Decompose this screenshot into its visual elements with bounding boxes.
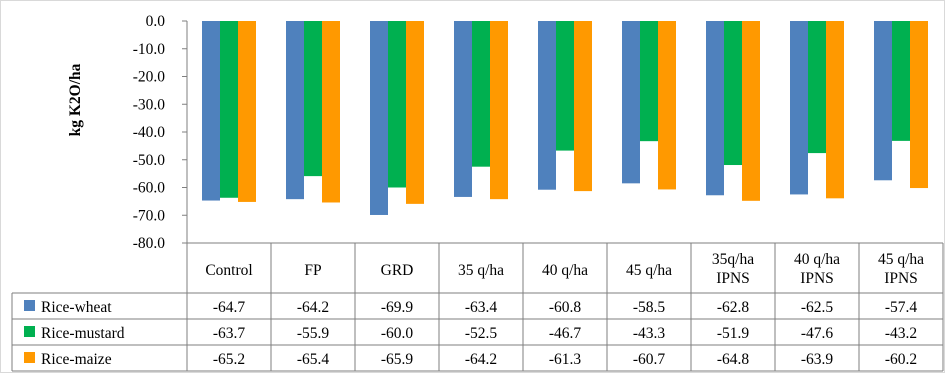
bar-rice-wheat-3 bbox=[454, 21, 472, 197]
table-cell-value: -63.4 bbox=[465, 299, 498, 316]
category-label: IPNS bbox=[800, 270, 834, 287]
bar-rice-mustard-5 bbox=[640, 21, 658, 142]
table-cell-value: -65.9 bbox=[381, 351, 414, 368]
bar-rice-wheat-2 bbox=[370, 21, 388, 215]
category-label: FP bbox=[304, 262, 321, 279]
category-label: 45 q/ha bbox=[626, 262, 672, 279]
category-label: IPNS bbox=[884, 270, 918, 287]
bar-rice-wheat-6 bbox=[706, 21, 724, 196]
table-cell-value: -47.6 bbox=[801, 325, 834, 342]
category-label: 40 q/ha bbox=[542, 262, 588, 279]
data-table: Rice-wheat -64.7 -64.2 -69.9 -63.4 -60.8 -58.5… bbox=[24, 299, 917, 368]
table-cell-value: -65.4 bbox=[297, 351, 330, 368]
bar-rice-maize-2 bbox=[406, 21, 424, 204]
legend-key-rice-wheat bbox=[24, 300, 35, 311]
table-cell-value: -55.9 bbox=[297, 325, 330, 342]
table-cell-value: -61.3 bbox=[549, 351, 582, 368]
table-cell-value: -43.2 bbox=[885, 325, 917, 342]
data-table-grid bbox=[11, 242, 944, 372]
bar-rice-mustard-7 bbox=[808, 21, 826, 154]
table-cell-value: -63.7 bbox=[213, 325, 246, 342]
category-label: Control bbox=[205, 262, 252, 279]
table-cell-value: -64.2 bbox=[297, 299, 329, 316]
bar-rice-wheat-1 bbox=[286, 21, 304, 200]
bar-rice-maize-6 bbox=[742, 21, 760, 201]
table-cell-value: -64.7 bbox=[213, 299, 246, 316]
bar-rice-maize-1 bbox=[322, 21, 340, 203]
table-cell-value: -57.4 bbox=[885, 299, 918, 316]
legend-label: Rice-wheat bbox=[41, 299, 112, 316]
table-cell-value: -58.5 bbox=[633, 299, 666, 316]
y-tick-label: -70.0 bbox=[133, 207, 166, 224]
y-tick-label: -10.0 bbox=[133, 41, 166, 58]
bar-rice-maize-7 bbox=[826, 21, 844, 199]
category-label: 40 q/ha bbox=[794, 251, 840, 268]
table-cell-value: -65.2 bbox=[213, 351, 245, 368]
y-axis-label: kg K2O/ha bbox=[67, 63, 84, 136]
category-label: GRD bbox=[381, 262, 414, 279]
legend-label: Rice-maize bbox=[41, 351, 112, 368]
category-labels: Control FP GRD 35 q/ha 40 q/ha 45 q/ha 35q/ha I… bbox=[205, 251, 924, 287]
table-cell-value: -60.7 bbox=[633, 351, 666, 368]
bar-rice-maize-4 bbox=[574, 21, 592, 192]
bar-rice-mustard-8 bbox=[892, 21, 910, 141]
bar-rice-mustard-2 bbox=[388, 21, 406, 188]
bar-rice-mustard-3 bbox=[472, 21, 490, 167]
y-tick-label: -20.0 bbox=[133, 69, 166, 86]
table-cell-value: -46.7 bbox=[549, 325, 582, 342]
table-cell-value: -60.2 bbox=[885, 351, 917, 368]
table-cell-value: -51.9 bbox=[717, 325, 750, 342]
bar-rice-wheat-5 bbox=[622, 21, 640, 184]
y-tick-label: -60.0 bbox=[133, 180, 166, 197]
bar-rice-wheat-7 bbox=[790, 21, 808, 195]
bar-rice-mustard-6 bbox=[724, 21, 742, 166]
table-cell-value: -63.9 bbox=[801, 351, 834, 368]
y-tick-label: -30.0 bbox=[133, 96, 166, 113]
category-label: 35 q/ha bbox=[458, 262, 504, 279]
bar-rice-maize-3 bbox=[490, 21, 508, 200]
bar-rice-mustard-0 bbox=[220, 21, 238, 198]
bars bbox=[202, 21, 928, 215]
y-tick-label: 0.0 bbox=[146, 13, 166, 30]
table-cell-value: -52.5 bbox=[465, 325, 498, 342]
y-tick-label: -80.0 bbox=[133, 235, 166, 252]
legend-label: Rice-mustard bbox=[41, 325, 125, 342]
table-cell-value: -43.3 bbox=[633, 325, 666, 342]
bar-rice-maize-0 bbox=[238, 21, 256, 202]
table-cell-value: -62.5 bbox=[801, 299, 834, 316]
bar-rice-maize-5 bbox=[658, 21, 676, 190]
bar-rice-mustard-4 bbox=[556, 21, 574, 151]
table-cell-value: -64.8 bbox=[717, 351, 750, 368]
table-cell-value: -64.2 bbox=[465, 351, 497, 368]
category-label: 35q/ha bbox=[712, 251, 754, 268]
bar-rice-wheat-0 bbox=[202, 21, 220, 201]
category-label: IPNS bbox=[716, 270, 750, 287]
y-axis: 0.0 -10.0 -20.0 -30.0 -40.0 -50.0 -60.0 -70.0 -8… bbox=[133, 13, 188, 252]
y-tick-label: -40.0 bbox=[133, 124, 166, 141]
legend-key-rice-mustard bbox=[24, 326, 35, 337]
table-cell-value: -60.8 bbox=[549, 299, 582, 316]
y-tick-label: -50.0 bbox=[133, 152, 166, 169]
category-label: 45 q/ha bbox=[878, 251, 924, 268]
bar-rice-wheat-4 bbox=[538, 21, 556, 190]
bar-rice-mustard-1 bbox=[304, 21, 322, 177]
bar-rice-maize-8 bbox=[910, 21, 928, 189]
table-cell-value: -62.8 bbox=[717, 299, 750, 316]
table-cell-value: -69.9 bbox=[381, 299, 414, 316]
table-cell-value: -60.0 bbox=[381, 325, 414, 342]
legend-key-rice-maize bbox=[24, 352, 35, 363]
bar-rice-wheat-8 bbox=[874, 21, 892, 181]
